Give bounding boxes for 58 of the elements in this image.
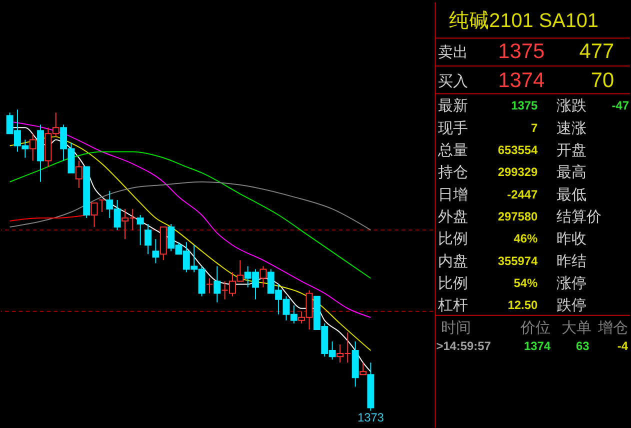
text: 昨收 bbox=[556, 230, 586, 248]
candlestick bbox=[152, 238, 160, 264]
text: 杠杆 bbox=[437, 297, 468, 314]
text: 时间 bbox=[441, 319, 472, 336]
candlestick bbox=[75, 160, 82, 188]
text: 价位 bbox=[520, 319, 551, 336]
text: 内盘 bbox=[438, 252, 468, 270]
candlestick bbox=[29, 133, 36, 162]
candlestick bbox=[360, 362, 366, 376]
text: 299329 bbox=[498, 165, 538, 180]
candlestick bbox=[90, 202, 98, 228]
text: 开盘 bbox=[556, 142, 586, 159]
text: 总量 bbox=[437, 142, 468, 159]
text: 大单 bbox=[561, 319, 592, 336]
text: 纯碱2101 SA101 bbox=[449, 10, 598, 32]
text: 现手 bbox=[438, 120, 468, 137]
text: 1374 bbox=[524, 339, 551, 354]
text: 477 bbox=[579, 40, 614, 63]
text: >14:59:57 bbox=[436, 339, 492, 354]
text: 比例 bbox=[438, 274, 468, 292]
text: 日增 bbox=[438, 186, 468, 204]
candlestick bbox=[206, 278, 213, 294]
text: 最新 bbox=[438, 98, 468, 115]
text: 增仓 bbox=[597, 319, 628, 336]
annotation: 1373 bbox=[357, 410, 384, 425]
candlestick bbox=[136, 214, 144, 246]
text: 跌停 bbox=[556, 297, 586, 314]
text: 297580 bbox=[498, 209, 538, 224]
text: 最低 bbox=[556, 187, 586, 204]
text: 54% bbox=[514, 276, 538, 290]
text: 653554 bbox=[498, 142, 538, 157]
text: 1375 bbox=[498, 40, 545, 63]
text: 外盘 bbox=[438, 208, 468, 226]
text: 昨结 bbox=[556, 252, 586, 270]
candlestick bbox=[214, 266, 221, 303]
text: 涨停 bbox=[556, 274, 586, 292]
text: 1374 bbox=[498, 68, 545, 92]
candlestick bbox=[144, 224, 152, 255]
candlestick bbox=[260, 266, 267, 288]
text: -47 bbox=[612, 98, 630, 113]
text: 速涨 bbox=[556, 120, 586, 137]
text: 46% bbox=[514, 232, 538, 246]
text: 买入 bbox=[438, 72, 468, 90]
text: 最高 bbox=[556, 164, 586, 182]
text: 比例 bbox=[438, 230, 468, 248]
text: 63 bbox=[576, 339, 590, 354]
text: 70 bbox=[590, 68, 614, 92]
text: 结算价 bbox=[556, 208, 602, 226]
text: 12.50 bbox=[508, 298, 538, 312]
candlestick bbox=[98, 199, 106, 212]
text: 卖出 bbox=[438, 44, 468, 61]
text: -4 bbox=[617, 339, 628, 354]
text: 1375 bbox=[511, 98, 538, 113]
text: 7 bbox=[530, 120, 538, 135]
text: 涨跌 bbox=[556, 98, 586, 115]
text: -2447 bbox=[507, 187, 538, 202]
text: 持仓 bbox=[438, 164, 468, 182]
text: 355974 bbox=[498, 254, 538, 268]
